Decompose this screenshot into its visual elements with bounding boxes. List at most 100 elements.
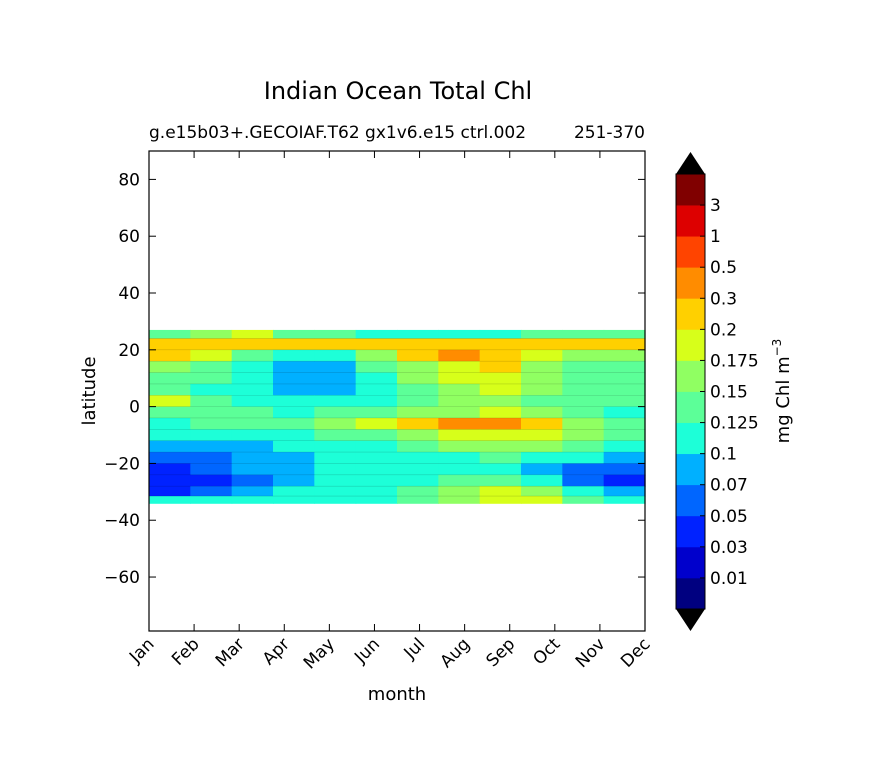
- contour-cell: [273, 429, 315, 442]
- contour-cell: [603, 474, 646, 487]
- colorbar-extend-over: [676, 152, 705, 174]
- contour-cell: [521, 338, 563, 351]
- x-tick-label: Nov: [572, 634, 610, 672]
- contour-cell: [562, 329, 605, 340]
- colorbar-swatch: [676, 236, 705, 268]
- contour-cell: [603, 372, 646, 385]
- contour-cell: [521, 372, 563, 385]
- contour-cell: [397, 452, 439, 465]
- contour-cell: [273, 440, 315, 453]
- contour-cell: [397, 383, 439, 396]
- contour-cell: [149, 440, 191, 453]
- contour-cell: [149, 383, 191, 396]
- contour-cell: [355, 474, 398, 487]
- contour-cell: [397, 372, 439, 385]
- contour-cell: [562, 452, 605, 465]
- contour-cell: [562, 496, 605, 504]
- colorbar-tick-label: 0.2: [710, 320, 737, 340]
- colorbar-swatch: [676, 205, 705, 237]
- colorbar-tick-label: 0.125: [710, 414, 759, 434]
- contour-cell: [562, 429, 605, 442]
- contour-cell: [603, 395, 646, 408]
- colorbar-swatch: [676, 515, 705, 548]
- contour-cell: [521, 361, 563, 374]
- colorbar-swatch: [676, 422, 705, 455]
- colorbar-swatch: [676, 577, 705, 610]
- y-tick-label: 20: [118, 341, 140, 361]
- plot-frame: [148, 150, 646, 632]
- contour-cell: [521, 486, 563, 497]
- contour-cell: [438, 395, 481, 408]
- colorbar-tick-label: 0.15: [710, 383, 748, 403]
- contour-cell: [562, 383, 605, 396]
- contour-cell: [231, 338, 274, 351]
- contour-cell: [231, 417, 274, 430]
- contour-cell: [231, 395, 274, 408]
- contour-cell: [355, 406, 398, 419]
- contour-cell: [562, 486, 605, 497]
- contour-cell: [314, 383, 357, 396]
- contour-cell: [231, 474, 274, 487]
- colorbar-tick-label: 0.03: [710, 538, 748, 558]
- contour-cell: [231, 486, 274, 497]
- contour-cell: [190, 383, 233, 396]
- contour-cell: [479, 395, 522, 408]
- contour-cell: [314, 474, 357, 487]
- contour-cell: [479, 474, 522, 487]
- contour-cell: [190, 440, 233, 453]
- colorbar-swatch: [676, 453, 705, 486]
- contour-cell: [479, 486, 522, 497]
- contour-cell: [438, 329, 481, 340]
- y-axis-ticks: 80 60 40 20 0 −20 −40 −60: [104, 170, 645, 588]
- colorbar-tick-label: 0.05: [710, 507, 748, 527]
- contour-cell: [603, 429, 646, 442]
- colorbar-swatch: [676, 546, 705, 579]
- colorbar: 0.01 0.03 0.05 0.07 0.1 0.125 0.15 0.175 0.2 0.3 0…: [675, 152, 759, 631]
- contour-cell: [603, 463, 646, 476]
- contour-cell: [314, 452, 357, 465]
- x-tick-label: Dec: [617, 634, 654, 671]
- contour-cell: [190, 338, 233, 351]
- contour-cell: [149, 349, 191, 362]
- contour-cell: [355, 463, 398, 476]
- y-axis-label: latitude: [79, 356, 100, 425]
- colorbar-tick-label: 3: [710, 196, 721, 216]
- contour-cell: [479, 372, 522, 385]
- contour-cell: [190, 406, 233, 419]
- contour-cell: [397, 474, 439, 487]
- contour-cell: [149, 486, 191, 497]
- contour-cell: [355, 440, 398, 453]
- chart-subtitle-left: g.e15b03+.GECOIAF.T62 gx1v6.e15 ctrl.002: [149, 123, 526, 143]
- x-tick-label: Oct: [529, 634, 564, 669]
- contour-cell: [190, 452, 233, 465]
- contour-cell: [355, 417, 398, 430]
- contour-cell: [479, 338, 522, 351]
- contour-cell: [190, 395, 233, 408]
- contour-cell: [231, 452, 274, 465]
- contour-cell: [355, 329, 398, 340]
- chart-title: Indian Ocean Total Chl: [264, 77, 532, 105]
- x-tick-label: Feb: [168, 634, 203, 669]
- contour-cell: [314, 496, 357, 504]
- contour-cell: [438, 349, 481, 362]
- contour-cell: [521, 349, 563, 362]
- contour-cell: [562, 474, 605, 487]
- colorbar-swatch: [676, 174, 705, 206]
- chart-subtitle-right: 251-370: [574, 123, 645, 143]
- contour-cell: [190, 429, 233, 442]
- contour-cell: [355, 338, 398, 351]
- contour-cell: [231, 372, 274, 385]
- contour-cell: [231, 429, 274, 442]
- colorbar-tick-label: 0.1: [710, 445, 737, 465]
- contour-cell: [603, 486, 646, 497]
- contour-cell: [355, 395, 398, 408]
- contour-cell: [479, 349, 522, 362]
- colorbar-swatch: [676, 484, 705, 517]
- contour-cell: [479, 496, 522, 504]
- contour-cell: [355, 383, 398, 396]
- contour-cell: [521, 383, 563, 396]
- contour-cell: [438, 429, 481, 442]
- y-tick-label: 0: [129, 398, 140, 418]
- contour-cell: [355, 496, 398, 504]
- contour-cell: [273, 406, 315, 419]
